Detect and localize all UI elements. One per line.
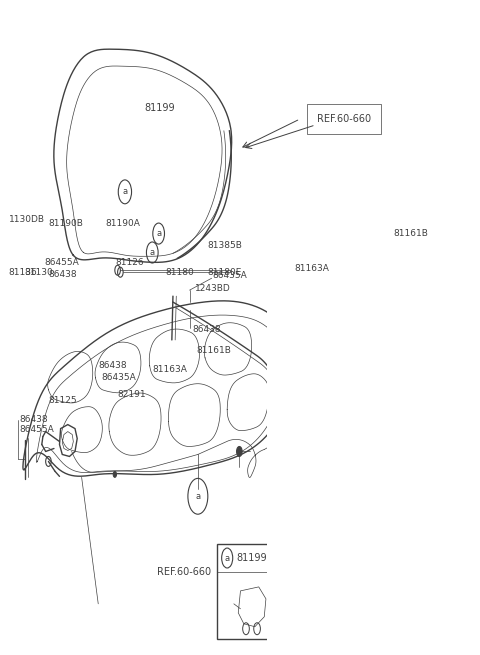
Text: 86438: 86438: [98, 361, 127, 370]
Text: a: a: [122, 187, 128, 196]
Text: 82191: 82191: [117, 390, 145, 398]
Text: 81130: 81130: [25, 267, 53, 276]
Text: 81125: 81125: [48, 396, 76, 405]
Text: 1130DB: 1130DB: [9, 215, 45, 225]
Text: a: a: [225, 553, 230, 563]
Text: 81161B: 81161B: [197, 346, 231, 355]
Text: REF.60-660: REF.60-660: [157, 567, 211, 577]
Text: 81180: 81180: [166, 267, 194, 276]
Text: 81163A: 81163A: [152, 365, 187, 375]
Text: 86435A: 86435A: [102, 373, 136, 382]
Text: 81199: 81199: [145, 103, 176, 113]
Text: 81190A: 81190A: [105, 219, 140, 228]
Text: 81161B: 81161B: [393, 229, 428, 238]
Text: 81385B: 81385B: [207, 242, 242, 250]
Text: 81190B: 81190B: [48, 219, 83, 228]
Text: 86438: 86438: [192, 326, 221, 335]
Text: 81136: 81136: [9, 267, 37, 276]
Text: REF.60-660: REF.60-660: [317, 114, 371, 124]
Text: 86455A: 86455A: [44, 258, 79, 267]
Text: 81126: 81126: [116, 258, 144, 267]
Text: 86455A: 86455A: [19, 425, 54, 434]
Text: 81163A: 81163A: [295, 264, 330, 272]
Circle shape: [113, 472, 117, 477]
Text: 81180E: 81180E: [207, 267, 241, 276]
Text: a: a: [156, 229, 161, 238]
Text: 86438: 86438: [48, 269, 76, 278]
Text: 86435A: 86435A: [213, 271, 248, 280]
Text: a: a: [195, 492, 201, 501]
Text: 1243BD: 1243BD: [195, 284, 231, 293]
Text: 81199: 81199: [237, 553, 267, 563]
Circle shape: [237, 447, 242, 457]
Text: 86438: 86438: [19, 415, 48, 424]
Text: a: a: [150, 248, 155, 257]
